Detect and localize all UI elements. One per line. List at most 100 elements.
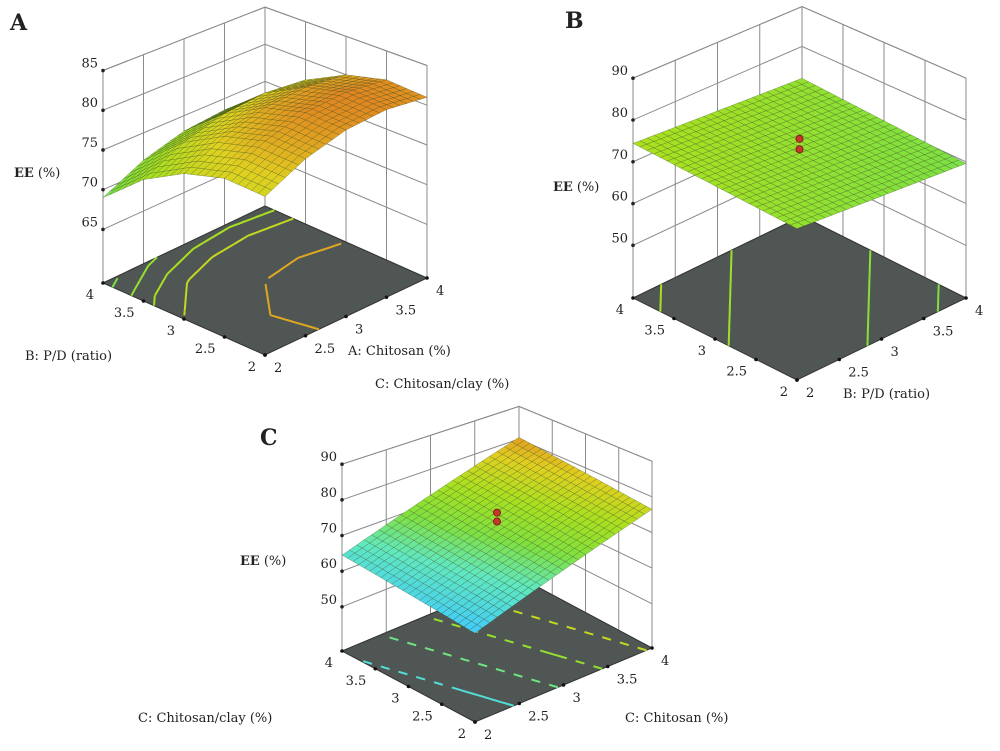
surface-cell xyxy=(516,547,531,557)
surface-cell xyxy=(428,497,443,507)
left-axis-tick-label: 3 xyxy=(167,324,175,339)
surface-cell xyxy=(511,572,526,582)
surface-cell xyxy=(413,563,428,573)
surface-plot-b: 50 60 70 80 90 2 2.5 3 3.5 4 2 2.5 3 3.5 4 B EE (%) C: Chi… xyxy=(375,5,983,402)
surface-cell xyxy=(874,170,890,178)
surface-cell xyxy=(751,106,767,114)
surface-cell xyxy=(485,548,500,558)
left-axis-tick-label: 4 xyxy=(86,288,94,303)
surface-cell xyxy=(129,172,144,183)
surface-cell xyxy=(825,189,841,197)
surface-cell xyxy=(237,138,253,146)
surface-cell xyxy=(129,176,144,186)
surface-cell xyxy=(502,502,516,512)
surface-cell xyxy=(237,152,253,160)
surface-cell xyxy=(223,157,239,166)
surface-cell xyxy=(339,74,353,78)
surface-cell xyxy=(798,156,814,164)
surface-cell xyxy=(461,572,476,581)
surface-cell xyxy=(251,95,266,101)
surface-cell xyxy=(789,222,805,229)
surface-cell xyxy=(183,130,198,140)
surface-cell xyxy=(496,554,511,564)
surface-cell xyxy=(590,524,605,534)
surface-cell xyxy=(889,152,905,160)
surface-cell xyxy=(790,197,806,204)
surface-cell xyxy=(237,145,253,153)
left-axis-tick-label: 4 xyxy=(325,656,333,671)
surface-cell xyxy=(331,91,347,96)
left-axis-tick xyxy=(631,296,635,300)
surface-cell xyxy=(237,99,252,107)
surface-cell xyxy=(860,188,876,196)
surface-cell xyxy=(210,149,226,157)
right-axis-title: B: P/D (ratio) xyxy=(843,387,930,402)
z-axis-title-main: EE xyxy=(553,180,573,195)
z-tick-label: 50 xyxy=(611,231,628,246)
design-point xyxy=(492,517,501,526)
surface-cell xyxy=(264,89,279,94)
surface-cell xyxy=(632,140,648,148)
surface-plot-a: 65 70 75 80 85 2 2.5 3 3.5 4 2 2.5 3 3.5 4 A EE (%) B: P/D… xyxy=(9,6,451,376)
surface-cell xyxy=(170,140,185,149)
surface-cell xyxy=(387,567,402,576)
left-axis-tick-label: 4 xyxy=(616,303,624,318)
surface-cell xyxy=(714,182,730,190)
right-axis-tick xyxy=(650,646,654,650)
panel-label: A xyxy=(9,10,28,36)
surface-cell xyxy=(470,530,485,540)
surface-cell xyxy=(491,608,505,618)
surface-cell xyxy=(601,530,616,540)
z-axis-title: EE (%) xyxy=(240,554,286,569)
surface-cell xyxy=(479,490,494,499)
contour-line xyxy=(936,284,940,312)
right-axis-tick-label: 3 xyxy=(891,345,899,360)
surface-cell xyxy=(359,80,374,84)
z-tick-label: 80 xyxy=(611,106,628,121)
surface-cell xyxy=(258,99,272,105)
left-axis-tick-label: 3 xyxy=(391,692,399,707)
wall-gridline xyxy=(102,6,428,71)
surface-cell xyxy=(217,164,232,172)
surface-cell xyxy=(474,598,489,608)
surface-cell xyxy=(533,475,548,484)
right-axis-tick xyxy=(517,701,522,706)
surface-cell xyxy=(813,138,829,146)
surface-cell xyxy=(498,546,513,556)
surface-cell xyxy=(251,97,266,103)
surface-cell xyxy=(467,575,481,585)
z-tick xyxy=(631,243,635,248)
surface-cell xyxy=(825,196,841,203)
contour-line xyxy=(866,250,872,346)
surface-cell xyxy=(304,146,320,155)
left-axis-tick xyxy=(754,357,758,362)
right-axis-tick-label: 4 xyxy=(661,654,669,669)
surface-cell xyxy=(413,535,428,544)
surface-cell xyxy=(298,83,313,88)
surface-cell xyxy=(472,495,487,504)
surface-cell xyxy=(487,568,502,578)
right-axis-tick xyxy=(425,276,429,280)
surface-cell xyxy=(183,128,198,138)
z-axis-title-main: EE xyxy=(14,166,34,181)
right-axis-tick xyxy=(303,333,308,338)
surface-cell xyxy=(291,84,306,89)
surface-cell xyxy=(476,479,490,488)
surface-cell xyxy=(183,125,198,134)
surface-cell xyxy=(465,500,479,509)
surface-cell xyxy=(305,80,320,85)
z-tick xyxy=(631,118,635,122)
surface-cell xyxy=(210,110,225,118)
surface-cell xyxy=(551,503,566,512)
surface-cell xyxy=(485,605,500,615)
surface-cell xyxy=(472,578,487,588)
right-axis-tick xyxy=(263,353,267,357)
surface-cell xyxy=(210,113,225,122)
surface-cell xyxy=(332,74,347,79)
surface-cell xyxy=(278,87,293,92)
surface-cell xyxy=(810,207,827,215)
surface-cell xyxy=(285,90,299,96)
surface-cell xyxy=(443,599,457,609)
z-tick-label: 65 xyxy=(81,215,98,230)
surface-cell xyxy=(722,142,738,150)
